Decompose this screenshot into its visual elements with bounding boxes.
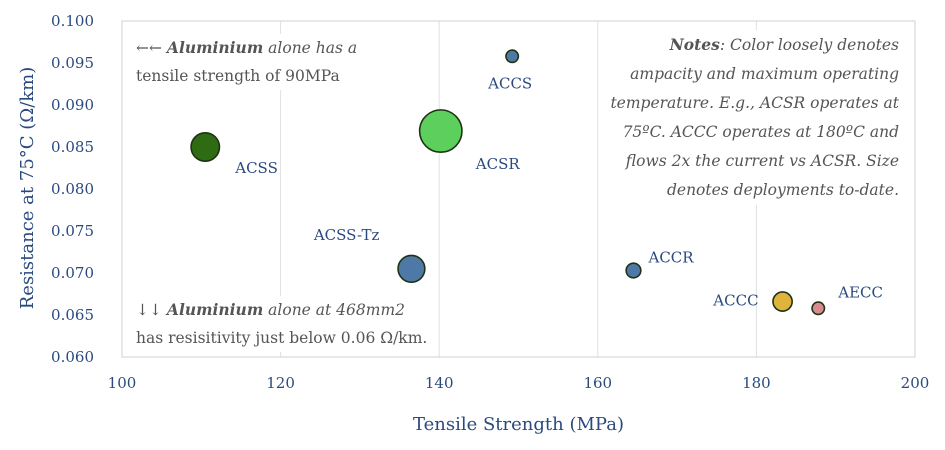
x-axis-title: Tensile Strength (MPa) (413, 414, 624, 435)
notes-title: Notes (669, 35, 720, 54)
bubble-label-acss: ACSS (234, 159, 278, 177)
notes-line: denotes deployments to-date. (666, 181, 899, 199)
bubble-labels: ACCS ACSS ACSR ACSS-Tz ACCR ACCC AECC (234, 74, 883, 309)
bubble-label-acsr: ACSR (475, 155, 521, 173)
y-axis-ticks: 0.060 0.065 0.070 0.075 0.080 0.085 0.090 0.095… (51, 12, 94, 366)
annotation-text: alone has a (263, 39, 358, 57)
y-tick-label: 0.060 (51, 348, 94, 366)
annotation-aluminium-strength: ←← Aluminium alone has a tensile strengt… (134, 34, 360, 90)
y-tick-label: 0.070 (51, 264, 94, 282)
y-tick-label: 0.075 (51, 222, 94, 240)
x-tick-label: 140 (425, 374, 454, 392)
notes-box: Notes: Color loosely denotes ampacity an… (610, 30, 899, 205)
x-tick-label: 180 (742, 374, 771, 392)
notes-line: : Color loosely denotes (719, 36, 899, 54)
bubbles (190, 49, 826, 316)
annotation-bold: Aluminium (166, 38, 264, 57)
bubble-label-aecc: AECC (837, 283, 883, 301)
bubble-accr (625, 262, 642, 279)
bubble-label-acss-tz: ACSS-Tz (313, 226, 380, 244)
x-axis-ticks: 100 120 140 160 180 200 (108, 374, 930, 392)
bubble-acss-tz (397, 254, 426, 283)
bubble-label-accc: ACCC (712, 292, 758, 310)
y-axis-title: Resistance at 75°C (Ω/km) (17, 67, 38, 310)
bubble-label-accs: ACCS (487, 74, 532, 92)
arrow-left-icon: ←← (136, 39, 162, 57)
bubble-acss (190, 131, 221, 163)
x-tick-label: 120 (266, 374, 295, 392)
y-tick-label: 0.100 (51, 12, 94, 30)
bubble-accc (772, 291, 793, 312)
annotation-text: has resisitivity just below 0.06 Ω/km. (136, 329, 428, 347)
bubble-accs (505, 49, 520, 64)
y-tick-label: 0.095 (51, 54, 94, 72)
arrow-down-icon: ↓↓ (136, 301, 162, 319)
bubble-label-accr: ACCR (647, 248, 694, 266)
x-tick-label: 200 (901, 374, 930, 392)
bubble-aecc (811, 301, 826, 316)
bubble-acsr (418, 109, 463, 154)
annotation-text: tensile strength of 90MPa (136, 67, 340, 85)
notes-line: ampacity and maximum operating (630, 65, 899, 83)
x-tick-label: 100 (108, 374, 137, 392)
plot-area (121, 20, 916, 358)
y-tick-label: 0.080 (51, 180, 94, 198)
notes-line: temperature. E.g., ACSR operates at (610, 94, 899, 112)
x-tick-label: 160 (583, 374, 612, 392)
annotation-aluminium-resistivity: ↓↓ Aluminium alone at 468mm2 has resisit… (134, 296, 430, 352)
annotation-bold: Aluminium (166, 300, 264, 319)
y-tick-label: 0.090 (51, 96, 94, 114)
notes-line: flows 2x the current vs ACSR. Size (625, 152, 899, 170)
annotation-text: alone at 468mm2 (263, 301, 406, 319)
y-tick-label: 0.065 (51, 306, 94, 324)
notes-line: 75ºC. ACCC operates at 180ºC and (622, 123, 899, 141)
y-tick-label: 0.085 (51, 138, 94, 156)
